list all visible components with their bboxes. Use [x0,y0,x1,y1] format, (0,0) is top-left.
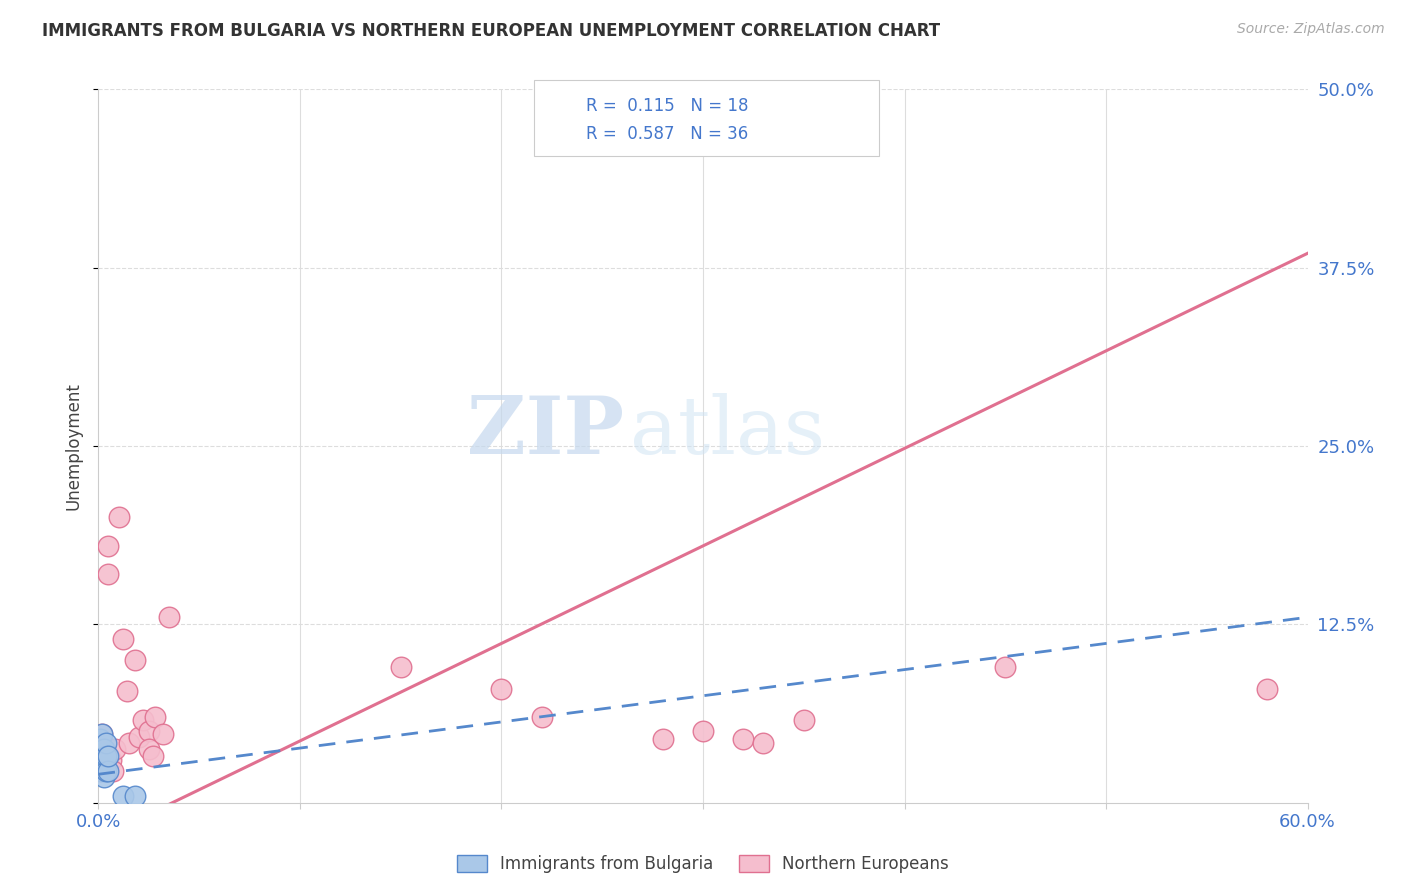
Point [132,713,155,727]
Point [91,756,114,770]
Point [90,764,112,779]
Point [491,681,513,696]
Point [91,727,114,741]
Point [89,750,111,764]
Point [138,724,160,739]
Point [89,764,111,779]
Point [115,684,138,698]
Point [89,736,111,750]
Point [89,756,111,770]
Point [101,764,124,779]
Point [97,539,120,553]
Point [91,741,114,756]
Point [143,710,166,724]
Text: ZIP: ZIP [467,392,624,471]
Point [692,724,714,739]
Point [93,750,115,764]
Point [733,731,755,746]
Point [793,713,815,727]
Legend: Immigrants from Bulgaria, Northern Europeans: Immigrants from Bulgaria, Northern Europ… [450,848,956,880]
Point [157,610,180,624]
Point [93,741,115,756]
Point [90,750,112,764]
Point [1256,681,1278,696]
Point [752,736,775,750]
Text: IMMIGRANTS FROM BULGARIA VS NORTHERN EUROPEAN UNEMPLOYMENT CORRELATION CHART: IMMIGRANTS FROM BULGARIA VS NORTHERN EUR… [42,22,941,40]
Point [89,731,111,746]
Point [89,756,111,770]
Point [142,748,165,763]
Point [389,660,412,674]
Point [93,753,115,767]
Point [118,736,141,750]
Point [97,764,120,779]
Point [111,632,134,646]
Point [97,567,120,582]
Point [96,748,118,763]
Point [530,710,553,724]
Point [152,727,174,741]
Y-axis label: Unemployment: Unemployment [65,382,83,510]
Point [138,741,160,756]
Point [103,741,125,756]
Point [100,753,122,767]
Point [91,760,114,774]
Point [651,731,673,746]
Point [128,730,150,744]
Point [93,756,115,770]
Text: atlas: atlas [630,392,825,471]
Point [93,770,115,784]
Point [111,789,134,803]
Text: Source: ZipAtlas.com: Source: ZipAtlas.com [1237,22,1385,37]
Point [107,510,129,524]
Point [96,764,118,779]
Point [994,660,1017,674]
Text: R =  0.115   N = 18: R = 0.115 N = 18 [586,97,749,115]
Text: R =  0.587   N = 36: R = 0.587 N = 36 [586,125,748,143]
Point [97,748,120,763]
Point [124,789,146,803]
Point [96,736,118,750]
Point [96,746,118,760]
Point [91,727,114,741]
Point [124,653,146,667]
